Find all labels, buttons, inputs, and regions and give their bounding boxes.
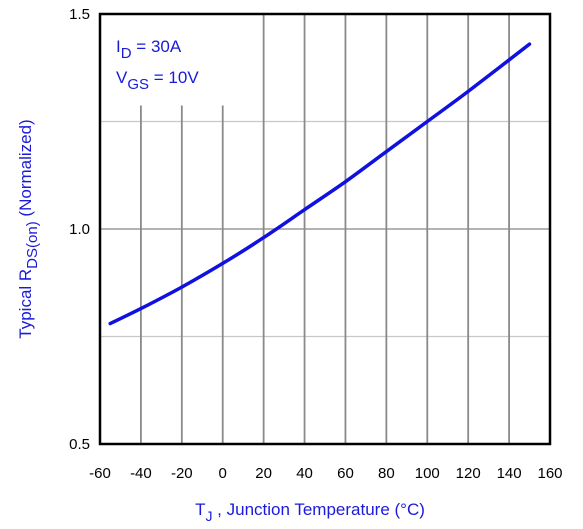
y-tick-label: 1.5	[69, 6, 90, 23]
x-tick-label: 0	[219, 465, 227, 482]
x-tick-label: 120	[456, 465, 481, 482]
y-tick-labels: 0.5 1.0 1.5	[69, 6, 90, 453]
x-tick-label: 40	[296, 465, 313, 482]
annotation-id: ID = 30A	[116, 37, 182, 62]
y-axis-label-sub: DS(on)	[24, 221, 41, 269]
annotation-id-symbol: I	[116, 37, 121, 56]
x-tick-label: 160	[537, 465, 562, 482]
x-tick-label: 60	[337, 465, 354, 482]
plot-frame	[98, 12, 552, 446]
x-axis-label-sub: J	[205, 508, 212, 524]
y-tick-label: 0.5	[69, 436, 90, 453]
annotation-id-value: = 30A	[132, 37, 182, 56]
annotation-background	[104, 20, 236, 100]
x-tick-label: 140	[497, 465, 522, 482]
y-axis-label-post: (Normalized)	[16, 119, 35, 221]
series-line	[108, 42, 532, 326]
x-axis-label: TJ , Junction Temperature (°C)	[195, 500, 425, 524]
x-tick-label: -20	[171, 465, 193, 482]
x-tick-label: 80	[378, 465, 395, 482]
x-tick-label: -40	[130, 465, 152, 482]
annotation-vgs-sub: GS	[127, 76, 149, 93]
y-axis-label: Typical RDS(on) (Normalized)	[16, 119, 41, 338]
x-axis-label-symbol: T	[195, 500, 205, 519]
annotation-vgs-symbol: V	[116, 68, 128, 87]
x-axis-label-text: , Junction Temperature (°C)	[212, 500, 424, 519]
y-tick-label: 1.0	[69, 221, 90, 238]
x-tick-label: -60	[89, 465, 111, 482]
x-tick-label: 100	[415, 465, 440, 482]
annotation-vgs-value: = 10V	[149, 68, 199, 87]
annotation-id-sub: D	[121, 45, 132, 62]
annotation-vgs: VGS = 10V	[116, 68, 199, 93]
series-layer	[108, 42, 532, 326]
y-axis-label-pre: Typical R	[16, 269, 35, 339]
x-tick-labels: -60 -40 -20 0 20 40 60 80 100 120 140 160	[89, 465, 562, 482]
x-tick-label: 20	[255, 465, 272, 482]
